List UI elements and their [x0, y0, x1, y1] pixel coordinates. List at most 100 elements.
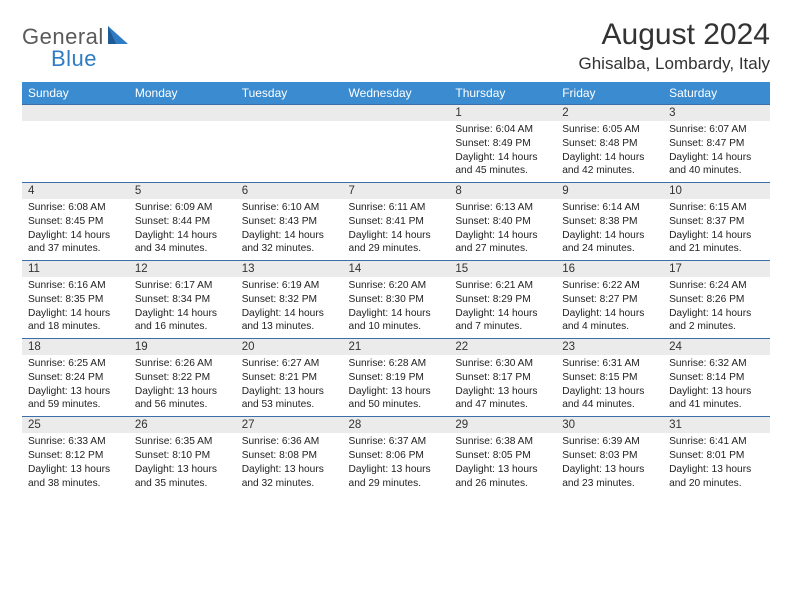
day-info: Sunrise: 6:39 AMSunset: 8:03 PMDaylight:… — [556, 433, 663, 494]
info-line: Daylight: 14 hours — [455, 151, 550, 165]
info-line: Daylight: 14 hours — [242, 229, 337, 243]
info-line: Sunset: 8:49 PM — [455, 137, 550, 151]
info-line: Sunset: 8:41 PM — [349, 215, 444, 229]
info-line: and 27 minutes. — [455, 242, 550, 256]
info-line: Sunrise: 6:39 AM — [562, 435, 657, 449]
info-line: Sunset: 8:40 PM — [455, 215, 550, 229]
day-number: 14 — [343, 261, 450, 278]
info-line: Sunset: 8:44 PM — [135, 215, 230, 229]
info-line: Sunset: 8:30 PM — [349, 293, 444, 307]
info-line: and 59 minutes. — [28, 398, 123, 412]
info-line: and 24 minutes. — [562, 242, 657, 256]
info-line: Sunset: 8:15 PM — [562, 371, 657, 385]
day-info: Sunrise: 6:21 AMSunset: 8:29 PMDaylight:… — [449, 277, 556, 339]
info-line: Sunrise: 6:13 AM — [455, 201, 550, 215]
info-line: Daylight: 14 hours — [135, 307, 230, 321]
calendar-table: SundayMondayTuesdayWednesdayThursdayFrid… — [22, 82, 770, 494]
day-info: Sunrise: 6:35 AMSunset: 8:10 PMDaylight:… — [129, 433, 236, 494]
day-info: Sunrise: 6:27 AMSunset: 8:21 PMDaylight:… — [236, 355, 343, 417]
day-header: Friday — [556, 82, 663, 105]
day-info: Sunrise: 6:37 AMSunset: 8:06 PMDaylight:… — [343, 433, 450, 494]
info-line: and 53 minutes. — [242, 398, 337, 412]
info-line: and 32 minutes. — [242, 242, 337, 256]
info-line: and 50 minutes. — [349, 398, 444, 412]
day-info: Sunrise: 6:08 AMSunset: 8:45 PMDaylight:… — [22, 199, 129, 261]
day-info: Sunrise: 6:33 AMSunset: 8:12 PMDaylight:… — [22, 433, 129, 494]
info-line: Sunrise: 6:20 AM — [349, 279, 444, 293]
daynum-row: 45678910 — [22, 183, 770, 200]
day-info: Sunrise: 6:05 AMSunset: 8:48 PMDaylight:… — [556, 121, 663, 183]
day-info — [22, 121, 129, 183]
day-number: 13 — [236, 261, 343, 278]
info-line: Sunset: 8:34 PM — [135, 293, 230, 307]
logo-text-blue-wrap: Blue — [50, 46, 97, 72]
logo-text-blue: Blue — [51, 46, 97, 71]
day-number — [343, 105, 450, 122]
info-line: Daylight: 14 hours — [562, 229, 657, 243]
day-header: Saturday — [663, 82, 770, 105]
day-number — [129, 105, 236, 122]
info-line: Sunrise: 6:10 AM — [242, 201, 337, 215]
info-line: Sunrise: 6:17 AM — [135, 279, 230, 293]
day-info: Sunrise: 6:19 AMSunset: 8:32 PMDaylight:… — [236, 277, 343, 339]
info-line: Sunrise: 6:37 AM — [349, 435, 444, 449]
daynum-row: 123 — [22, 105, 770, 122]
info-line: and 18 minutes. — [28, 320, 123, 334]
info-line: and 44 minutes. — [562, 398, 657, 412]
day-info: Sunrise: 6:15 AMSunset: 8:37 PMDaylight:… — [663, 199, 770, 261]
day-header: Wednesday — [343, 82, 450, 105]
info-line: and 47 minutes. — [455, 398, 550, 412]
info-line: Daylight: 13 hours — [28, 463, 123, 477]
day-number: 31 — [663, 417, 770, 434]
day-header: Tuesday — [236, 82, 343, 105]
info-line: Sunrise: 6:36 AM — [242, 435, 337, 449]
info-line: Sunrise: 6:19 AM — [242, 279, 337, 293]
day-number: 19 — [129, 339, 236, 356]
info-row: Sunrise: 6:04 AMSunset: 8:49 PMDaylight:… — [22, 121, 770, 183]
day-info: Sunrise: 6:26 AMSunset: 8:22 PMDaylight:… — [129, 355, 236, 417]
info-line: Daylight: 14 hours — [455, 307, 550, 321]
day-info — [343, 121, 450, 183]
info-line: Daylight: 13 hours — [28, 385, 123, 399]
info-line: Sunrise: 6:09 AM — [135, 201, 230, 215]
day-info: Sunrise: 6:36 AMSunset: 8:08 PMDaylight:… — [236, 433, 343, 494]
info-line: Sunset: 8:26 PM — [669, 293, 764, 307]
day-info — [129, 121, 236, 183]
info-row: Sunrise: 6:08 AMSunset: 8:45 PMDaylight:… — [22, 199, 770, 261]
info-line: Sunset: 8:48 PM — [562, 137, 657, 151]
day-number: 11 — [22, 261, 129, 278]
day-header: Sunday — [22, 82, 129, 105]
info-line: and 10 minutes. — [349, 320, 444, 334]
info-line: and 13 minutes. — [242, 320, 337, 334]
day-number: 30 — [556, 417, 663, 434]
info-line: Sunset: 8:03 PM — [562, 449, 657, 463]
info-line: and 16 minutes. — [135, 320, 230, 334]
info-line: and 29 minutes. — [349, 477, 444, 491]
day-number: 5 — [129, 183, 236, 200]
day-info: Sunrise: 6:30 AMSunset: 8:17 PMDaylight:… — [449, 355, 556, 417]
info-line: Sunset: 8:14 PM — [669, 371, 764, 385]
info-line: Daylight: 13 hours — [562, 385, 657, 399]
day-number: 4 — [22, 183, 129, 200]
info-line: Sunset: 8:35 PM — [28, 293, 123, 307]
info-line: and 21 minutes. — [669, 242, 764, 256]
info-line: Sunset: 8:12 PM — [28, 449, 123, 463]
info-line: Sunset: 8:45 PM — [28, 215, 123, 229]
daynum-row: 11121314151617 — [22, 261, 770, 278]
day-number — [236, 105, 343, 122]
info-line: Daylight: 13 hours — [669, 463, 764, 477]
info-line: Sunset: 8:19 PM — [349, 371, 444, 385]
info-line: Sunrise: 6:33 AM — [28, 435, 123, 449]
info-line: Daylight: 14 hours — [669, 229, 764, 243]
day-number: 26 — [129, 417, 236, 434]
info-line: Daylight: 13 hours — [242, 463, 337, 477]
info-line: Daylight: 13 hours — [135, 385, 230, 399]
info-line: and 4 minutes. — [562, 320, 657, 334]
info-line: Sunrise: 6:14 AM — [562, 201, 657, 215]
day-number: 25 — [22, 417, 129, 434]
day-number: 2 — [556, 105, 663, 122]
info-line: Daylight: 13 hours — [455, 463, 550, 477]
day-header: Thursday — [449, 82, 556, 105]
day-number: 10 — [663, 183, 770, 200]
day-number: 15 — [449, 261, 556, 278]
